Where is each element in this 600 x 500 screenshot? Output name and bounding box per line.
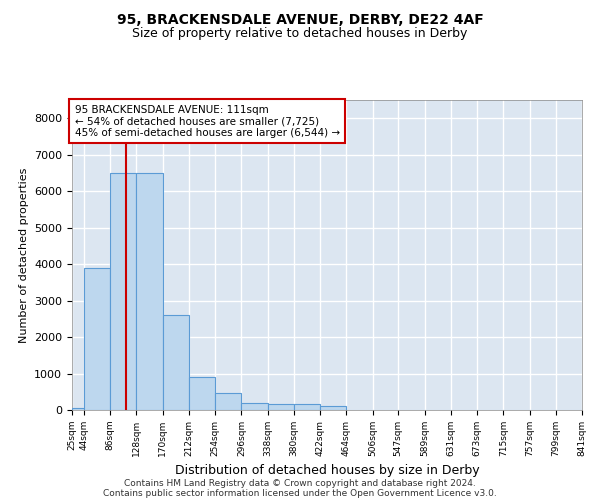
- Text: Contains public sector information licensed under the Open Government Licence v3: Contains public sector information licen…: [103, 488, 497, 498]
- Text: Size of property relative to detached houses in Derby: Size of property relative to detached ho…: [133, 28, 467, 40]
- Text: 95, BRACKENSDALE AVENUE, DERBY, DE22 4AF: 95, BRACKENSDALE AVENUE, DERBY, DE22 4AF: [116, 12, 484, 26]
- Bar: [163, 315, 189, 410]
- Bar: [84, 268, 110, 410]
- Bar: [294, 404, 320, 410]
- Y-axis label: Number of detached properties: Number of detached properties: [19, 168, 29, 342]
- Bar: [136, 173, 163, 410]
- Bar: [268, 404, 294, 410]
- Text: Contains HM Land Registry data © Crown copyright and database right 2024.: Contains HM Land Registry data © Crown c…: [124, 478, 476, 488]
- Bar: [215, 393, 241, 410]
- Bar: [320, 406, 346, 410]
- X-axis label: Distribution of detached houses by size in Derby: Distribution of detached houses by size …: [175, 464, 479, 477]
- Text: 95 BRACKENSDALE AVENUE: 111sqm
← 54% of detached houses are smaller (7,725)
45% : 95 BRACKENSDALE AVENUE: 111sqm ← 54% of …: [74, 104, 340, 138]
- Bar: [241, 402, 268, 410]
- Bar: [72, 408, 84, 410]
- Bar: [189, 377, 215, 410]
- Bar: [110, 173, 136, 410]
